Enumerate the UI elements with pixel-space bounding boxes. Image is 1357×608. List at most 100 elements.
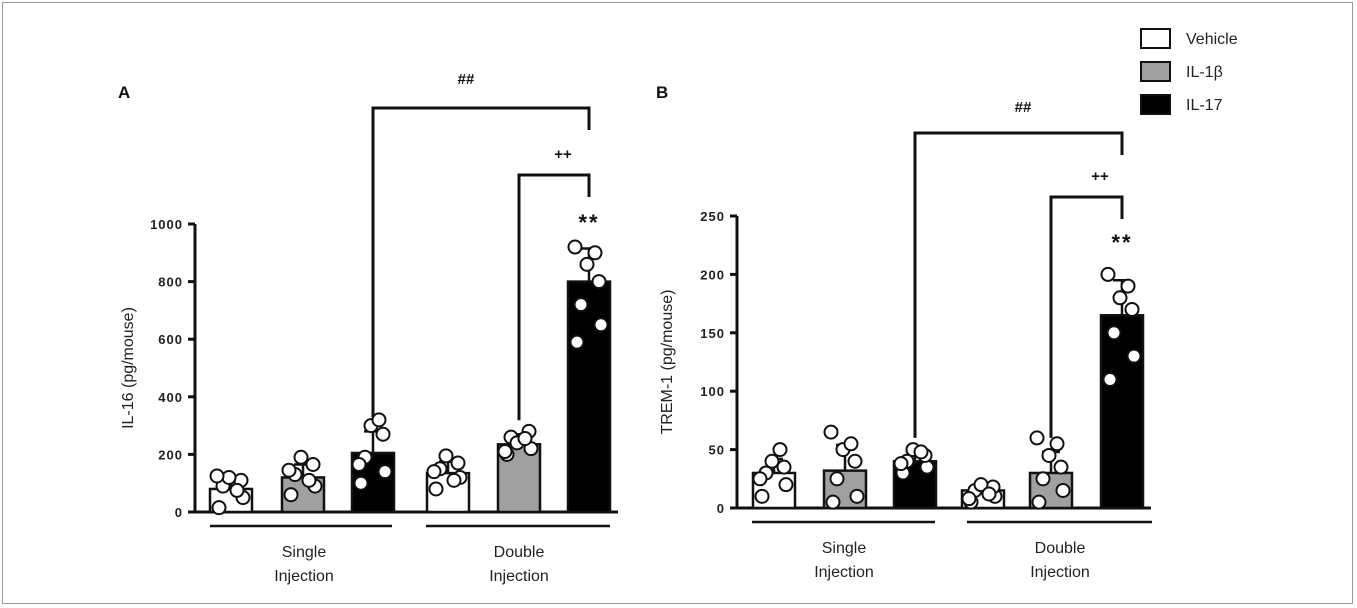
data-point — [351, 456, 367, 472]
group-label: Injection — [1030, 564, 1090, 581]
data-point — [1124, 301, 1140, 317]
data-point — [579, 256, 595, 272]
data-point — [1100, 266, 1116, 282]
significance-bracket — [371, 106, 591, 418]
group-label: Double — [494, 544, 545, 561]
data-point — [961, 491, 977, 507]
data-point — [371, 412, 387, 428]
data-point — [293, 449, 309, 465]
data-point — [1126, 348, 1142, 364]
data-point — [428, 481, 444, 497]
y-tick-label: 100 — [700, 384, 725, 399]
group-label: Injection — [274, 568, 334, 585]
data-point — [1035, 471, 1051, 487]
significance-bracket — [913, 131, 1124, 438]
group-label: Double — [1035, 540, 1086, 557]
data-point — [913, 444, 929, 460]
data-point — [752, 471, 768, 487]
data-point — [843, 436, 859, 452]
data-point — [573, 297, 589, 313]
group-label: Single — [282, 544, 327, 561]
bar — [1099, 314, 1145, 510]
y-axis-label: IL-16 (pg/mouse) — [120, 307, 137, 429]
y-tick-label: 400 — [158, 390, 183, 405]
group-label: Injection — [489, 568, 549, 585]
data-point — [450, 455, 466, 471]
data-point — [569, 334, 585, 350]
data-point — [772, 442, 788, 458]
y-tick-label: 600 — [158, 332, 183, 347]
y-tick-label: 0 — [717, 501, 725, 516]
y-tick-label: 0 — [175, 505, 183, 520]
significance-bracket — [517, 173, 591, 421]
data-point — [593, 317, 609, 333]
data-point — [847, 453, 863, 469]
data-point — [1029, 430, 1045, 446]
data-point — [764, 453, 780, 469]
data-point — [211, 500, 227, 516]
data-point — [209, 468, 225, 484]
significance-label: ++ — [1091, 168, 1109, 185]
data-point — [1112, 290, 1128, 306]
data-point — [1031, 494, 1047, 510]
data-point — [973, 477, 989, 493]
data-point — [567, 239, 583, 255]
data-point — [497, 444, 513, 460]
y-axis-label: TREM-1 (pg/mouse) — [659, 290, 676, 435]
significance-stars: ** — [1111, 230, 1132, 255]
data-point — [1106, 325, 1122, 341]
data-point — [281, 462, 297, 478]
data-point — [754, 488, 770, 504]
y-tick-label: 1000 — [150, 217, 183, 232]
bar — [566, 280, 612, 514]
legend-swatch — [1140, 61, 1171, 82]
significance-label: ## — [1015, 99, 1032, 116]
data-point — [377, 464, 393, 480]
data-point — [353, 475, 369, 491]
data-point — [426, 464, 442, 480]
data-point — [825, 494, 841, 510]
y-tick-label: 50 — [709, 443, 725, 458]
data-point — [1041, 447, 1057, 463]
data-point — [776, 459, 792, 475]
data-point — [517, 431, 533, 447]
data-point — [1053, 459, 1069, 475]
panel-letter: B — [656, 83, 668, 102]
y-tick-label: 800 — [158, 275, 183, 290]
data-point — [446, 472, 462, 488]
group-label: Injection — [814, 564, 874, 581]
data-point — [823, 424, 839, 440]
data-point — [301, 472, 317, 488]
y-tick-label: 200 — [158, 447, 183, 462]
legend-label: IL-1β — [1186, 64, 1223, 81]
significance-stars: ** — [578, 210, 599, 235]
data-point — [1120, 278, 1136, 294]
panel-letter: A — [118, 83, 130, 102]
data-point — [1102, 372, 1118, 388]
data-point — [1049, 436, 1065, 452]
legend-label: Vehicle — [1186, 31, 1238, 48]
data-point — [283, 487, 299, 503]
data-point — [829, 471, 845, 487]
significance-label: ## — [458, 71, 475, 88]
legend-swatch — [1140, 28, 1171, 49]
significance-label: ++ — [554, 146, 572, 163]
data-point — [981, 486, 997, 502]
data-point — [778, 477, 794, 493]
data-point — [229, 482, 245, 498]
legend-swatch — [1140, 94, 1171, 115]
data-point — [305, 456, 321, 472]
data-point — [587, 245, 603, 261]
group-label: Single — [822, 540, 867, 557]
significance-bracket — [1049, 195, 1124, 438]
y-tick-label: 250 — [700, 209, 725, 224]
y-tick-label: 200 — [700, 267, 725, 282]
data-point — [438, 448, 454, 464]
data-point — [1055, 482, 1071, 498]
legend-label: IL-17 — [1186, 97, 1223, 114]
data-point — [375, 426, 391, 442]
data-point — [221, 469, 237, 485]
data-point — [591, 274, 607, 290]
